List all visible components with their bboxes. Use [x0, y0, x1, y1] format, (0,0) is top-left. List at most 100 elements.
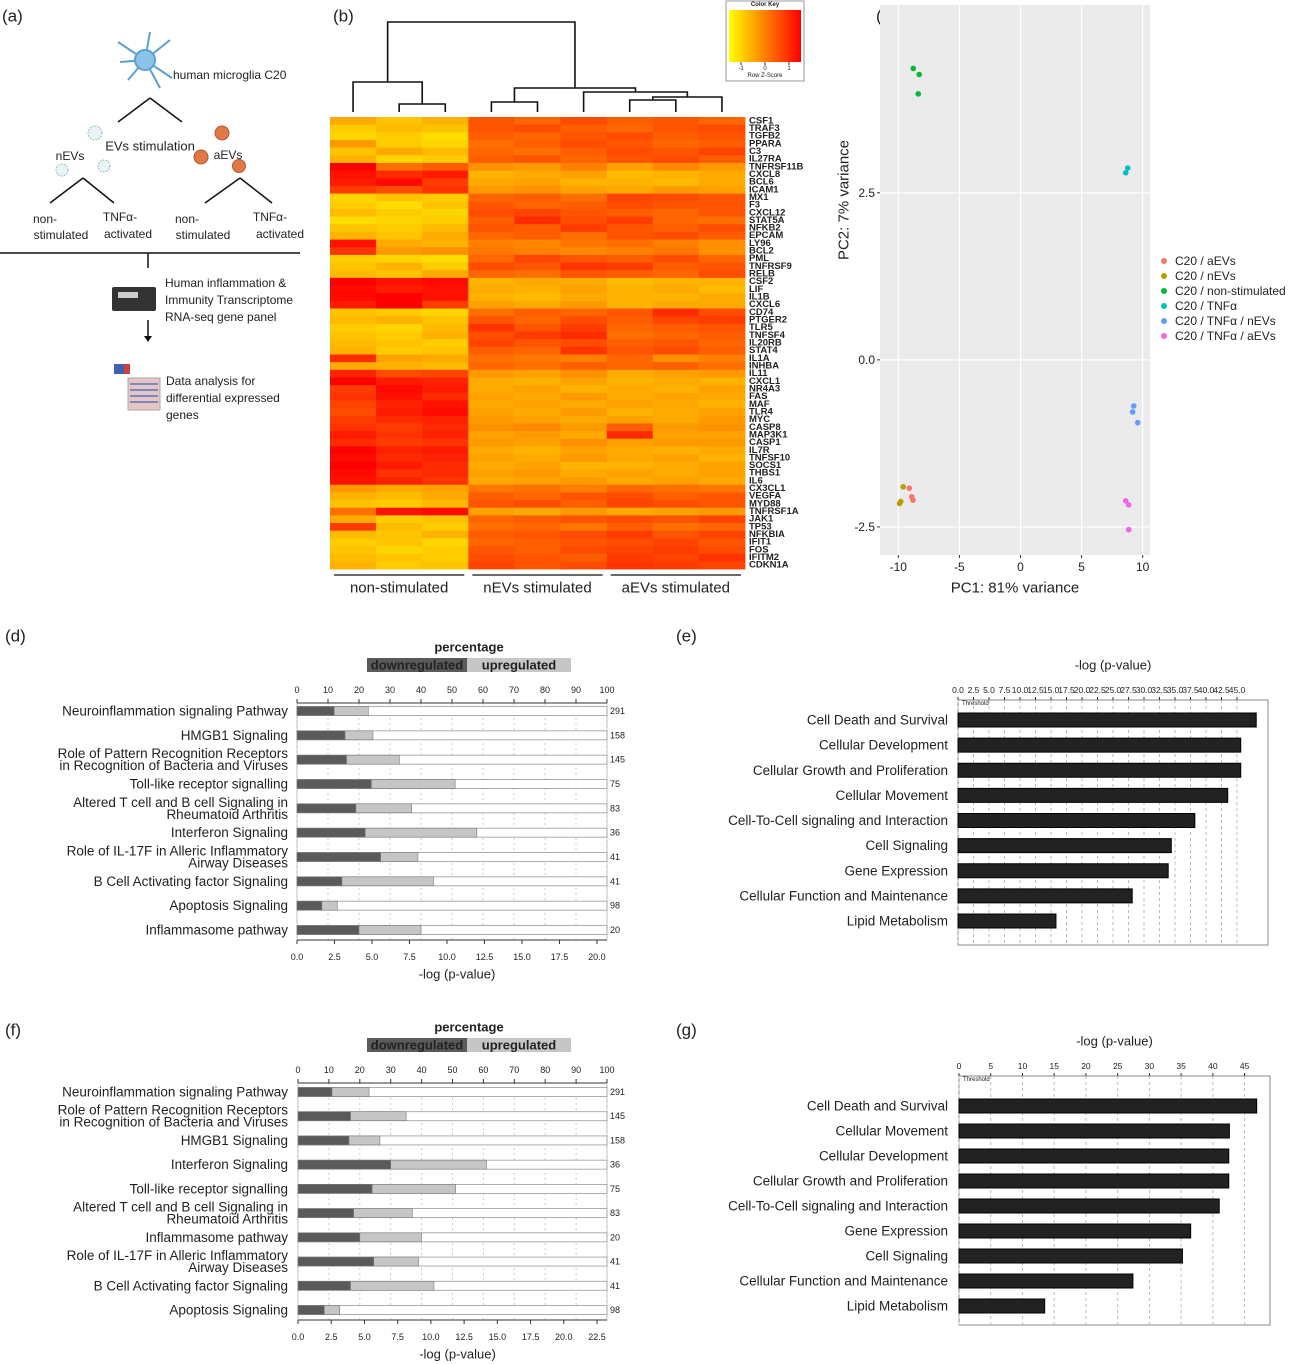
heatmap-cell [652, 354, 700, 363]
heatmap-cell [560, 446, 608, 455]
gene-label: LY96 [749, 238, 771, 249]
heatmap-cell [698, 323, 746, 332]
x2-tick-label: 22.5 [588, 1332, 606, 1342]
heatmap-cell [422, 277, 469, 286]
heatmap-cell [698, 523, 746, 532]
threshold-label: Threshold [963, 1077, 990, 1083]
heatmap-cell [422, 331, 469, 340]
count-label: 41 [610, 852, 620, 862]
gene-label: TNFRSF11B [749, 161, 804, 172]
heatmap-cell [560, 201, 608, 210]
heatmap-cell [652, 492, 700, 501]
heatmap-cell [698, 415, 746, 424]
heatmap-cell [376, 415, 423, 424]
heatmap-cell [330, 362, 377, 371]
heatmap-cell [560, 117, 608, 126]
color-key-title: Color Key [751, 2, 780, 8]
count-label: 41 [610, 1281, 620, 1291]
heatmap-cell [560, 270, 608, 279]
heatmap-cell [698, 446, 746, 455]
x-tick-label: 12.5 [1027, 685, 1044, 695]
legend-swatch [467, 658, 571, 672]
heatmap-cell [330, 454, 377, 463]
heatmap-cell [422, 461, 469, 470]
bracket [0, 252, 300, 268]
bar [957, 813, 1196, 828]
heatmap-cell [468, 377, 515, 386]
bar-segment [350, 1280, 435, 1291]
heatmap-cell [376, 385, 423, 394]
category-label: Cellular Function and Maintenance [739, 1274, 948, 1289]
heatmap-cell [514, 346, 561, 355]
heatmap-cell [468, 408, 515, 417]
heatmap-cell [652, 331, 700, 340]
bar-segment [296, 852, 381, 862]
heatmap-cell [422, 530, 469, 539]
heatmap-cell [514, 162, 561, 172]
heatmap-cell [698, 139, 746, 149]
gene-label: IL1B [749, 292, 770, 303]
heatmap-cell [468, 293, 515, 302]
heatmap-cell [606, 193, 654, 202]
heatmap-cell [560, 354, 608, 363]
heatmap-cell [514, 392, 561, 401]
heatmap-cell [422, 162, 469, 172]
category-label: Role of IL-17F in Alleric Inflammatory [67, 1248, 289, 1263]
heatmap-cell [606, 530, 654, 539]
heatmap-cell [514, 262, 561, 271]
point [900, 484, 907, 490]
gene-label: TNFSF4 [749, 330, 786, 341]
point [910, 497, 916, 504]
heatmap-cell [376, 446, 423, 455]
heatmap-cell [422, 247, 469, 256]
x-tick-label: 0 [957, 1061, 962, 1071]
color-key-tick-label: -1 [738, 66, 744, 72]
heatmap-cell [468, 461, 515, 470]
heatmap-cell [606, 117, 654, 126]
category-label: Cellular Growth and Proliferation [753, 1174, 948, 1189]
heatmap-cell [560, 469, 608, 478]
heatmap-cell [606, 185, 654, 195]
heatmap-cell [652, 431, 700, 440]
heatmap-cell [330, 423, 377, 432]
heatmap-cell [606, 415, 654, 424]
heatmap-cell [560, 561, 608, 570]
x2-tick-label: 0.0 [291, 952, 304, 962]
heatmap-cell [468, 507, 515, 516]
x-tick-label: 0 [1017, 560, 1024, 574]
heatmap-cell [560, 254, 608, 263]
heatmap-cell [560, 515, 608, 524]
heatmap-cell [468, 285, 515, 294]
bar-segment [341, 876, 434, 887]
vesicle [87, 125, 103, 141]
heatmap-cell [330, 139, 377, 149]
heatmap-cell [652, 277, 700, 286]
count-label: 83 [610, 1208, 620, 1218]
heatmap-cell [606, 285, 654, 294]
category-label: Rheumatoid Arthritis [166, 1212, 288, 1227]
category-label: Apoptosis Signaling [169, 1303, 288, 1318]
point [1129, 409, 1136, 415]
branch-label: TNFα- [103, 210, 137, 224]
gene-label: CXCL6 [749, 299, 780, 310]
heatmap-cell [698, 308, 746, 317]
heatmap-cell [606, 553, 654, 562]
legend-label: C20 / TNFα / nEVs [1175, 314, 1276, 328]
heatmap-cell [652, 247, 700, 256]
heatmap-cell [468, 162, 515, 172]
heatmap-cell [468, 132, 515, 141]
cell-label: human microglia C20 [173, 68, 287, 82]
bar-segment [348, 1135, 381, 1146]
heatmap-cell [422, 316, 469, 325]
heatmap-cell [698, 538, 746, 547]
heatmap-cell [606, 446, 654, 455]
category-label: in Recognition of Bacteria and Viruses [59, 758, 288, 773]
heatmap-cell [468, 400, 515, 409]
category-label: Interferon Signaling [171, 1157, 288, 1172]
heatmap-cell [468, 316, 515, 325]
microglia-icon [117, 31, 173, 89]
bar-track [297, 1305, 608, 1315]
heatmap-cell [606, 339, 654, 348]
heatmap-cell [514, 124, 561, 133]
heatmap-cell [376, 178, 423, 187]
